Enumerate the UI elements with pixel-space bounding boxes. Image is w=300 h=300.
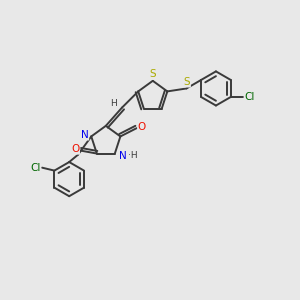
Text: Cl: Cl	[30, 163, 41, 172]
Text: H: H	[110, 99, 117, 108]
Text: ·H: ·H	[128, 151, 138, 160]
Text: Cl: Cl	[244, 92, 255, 102]
Text: S: S	[149, 69, 156, 79]
Text: O: O	[138, 122, 146, 132]
Text: N: N	[119, 151, 127, 161]
Text: N: N	[81, 130, 89, 140]
Text: O: O	[71, 144, 80, 154]
Text: S: S	[184, 77, 190, 87]
